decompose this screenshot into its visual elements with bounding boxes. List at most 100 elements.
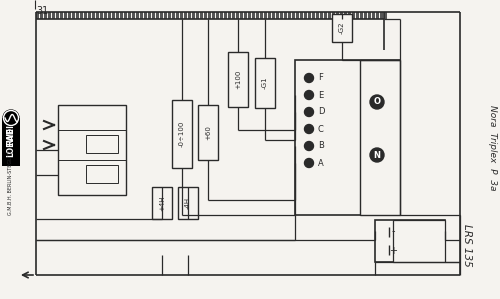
Bar xyxy=(196,12,199,19)
Bar xyxy=(348,12,351,19)
Bar xyxy=(352,12,355,19)
Bar xyxy=(280,12,283,19)
Bar xyxy=(58,105,126,195)
Bar xyxy=(184,12,187,19)
Bar xyxy=(296,12,299,19)
Text: B: B xyxy=(318,141,324,150)
Bar xyxy=(84,12,87,19)
Text: E: E xyxy=(318,91,323,100)
Text: +100: +100 xyxy=(235,70,241,89)
Text: 31: 31 xyxy=(36,6,48,16)
Bar xyxy=(332,12,335,19)
Text: +4H: +4H xyxy=(159,195,165,211)
Circle shape xyxy=(65,110,79,124)
Text: O: O xyxy=(374,97,380,106)
Bar xyxy=(312,12,315,19)
Bar xyxy=(116,12,119,19)
Bar xyxy=(192,12,195,19)
Text: -0÷100: -0÷100 xyxy=(179,121,185,147)
Text: -G1: -G1 xyxy=(262,77,268,89)
Bar xyxy=(255,58,275,108)
Bar xyxy=(372,12,375,19)
Bar xyxy=(328,12,331,19)
Bar xyxy=(60,12,63,19)
Text: G.M.B.H. BERLIN-STEGLITZ: G.M.B.H. BERLIN-STEGLITZ xyxy=(8,149,14,215)
Bar xyxy=(52,12,55,19)
Bar xyxy=(2,118,20,166)
Bar xyxy=(272,12,275,19)
Text: C: C xyxy=(318,124,324,133)
Text: +60: +60 xyxy=(205,125,211,140)
Bar xyxy=(200,12,203,19)
Text: N: N xyxy=(374,150,380,159)
Bar xyxy=(220,12,223,19)
Text: RADIO: RADIO xyxy=(6,117,16,145)
Bar xyxy=(288,12,291,19)
Bar xyxy=(360,12,363,19)
Bar xyxy=(72,12,75,19)
Bar xyxy=(232,12,235,19)
Bar xyxy=(364,12,367,19)
Text: F: F xyxy=(318,74,323,83)
Bar xyxy=(332,14,352,42)
Bar xyxy=(124,12,127,19)
Bar xyxy=(224,12,227,19)
Bar xyxy=(268,12,271,19)
Bar xyxy=(260,12,263,19)
Circle shape xyxy=(304,158,314,167)
Bar xyxy=(380,12,383,19)
Bar xyxy=(236,12,239,19)
Text: D: D xyxy=(318,108,324,117)
Text: LRS 135: LRS 135 xyxy=(462,224,472,266)
Bar xyxy=(228,12,231,19)
Bar xyxy=(148,12,151,19)
Text: -4H: -4H xyxy=(185,197,191,209)
Circle shape xyxy=(65,138,79,152)
Bar xyxy=(393,220,445,262)
Circle shape xyxy=(370,148,384,162)
Bar xyxy=(140,12,143,19)
Bar xyxy=(176,12,179,19)
Bar xyxy=(256,12,259,19)
Bar xyxy=(152,12,155,19)
Bar xyxy=(64,12,67,19)
Bar xyxy=(198,105,218,160)
Bar xyxy=(96,12,99,19)
Text: +: + xyxy=(389,246,397,256)
Bar xyxy=(180,12,183,19)
Bar xyxy=(292,12,295,19)
Bar xyxy=(360,60,400,215)
Text: -G2: -G2 xyxy=(339,22,345,34)
Bar xyxy=(44,12,47,19)
Bar xyxy=(324,12,327,19)
Bar xyxy=(104,12,107,19)
Bar xyxy=(244,12,247,19)
Bar xyxy=(204,12,207,19)
Bar xyxy=(152,187,172,219)
Bar xyxy=(252,12,255,19)
Bar xyxy=(92,12,95,19)
Bar xyxy=(164,12,167,19)
Bar xyxy=(168,12,171,19)
Bar xyxy=(160,12,163,19)
Bar xyxy=(156,12,159,19)
Bar xyxy=(368,12,371,19)
Circle shape xyxy=(304,74,314,83)
Bar xyxy=(295,60,400,215)
Bar xyxy=(108,12,111,19)
Bar xyxy=(172,100,192,168)
Bar xyxy=(128,12,131,19)
Bar xyxy=(340,12,343,19)
Bar xyxy=(112,12,115,19)
Bar xyxy=(80,12,83,19)
Bar xyxy=(228,52,248,107)
Bar xyxy=(384,12,387,19)
Bar xyxy=(212,12,215,19)
Bar xyxy=(376,12,379,19)
Bar xyxy=(136,12,139,19)
Bar xyxy=(144,12,147,19)
Bar xyxy=(356,12,359,19)
Text: A: A xyxy=(318,158,324,167)
Bar xyxy=(36,12,39,19)
Bar xyxy=(240,12,243,19)
